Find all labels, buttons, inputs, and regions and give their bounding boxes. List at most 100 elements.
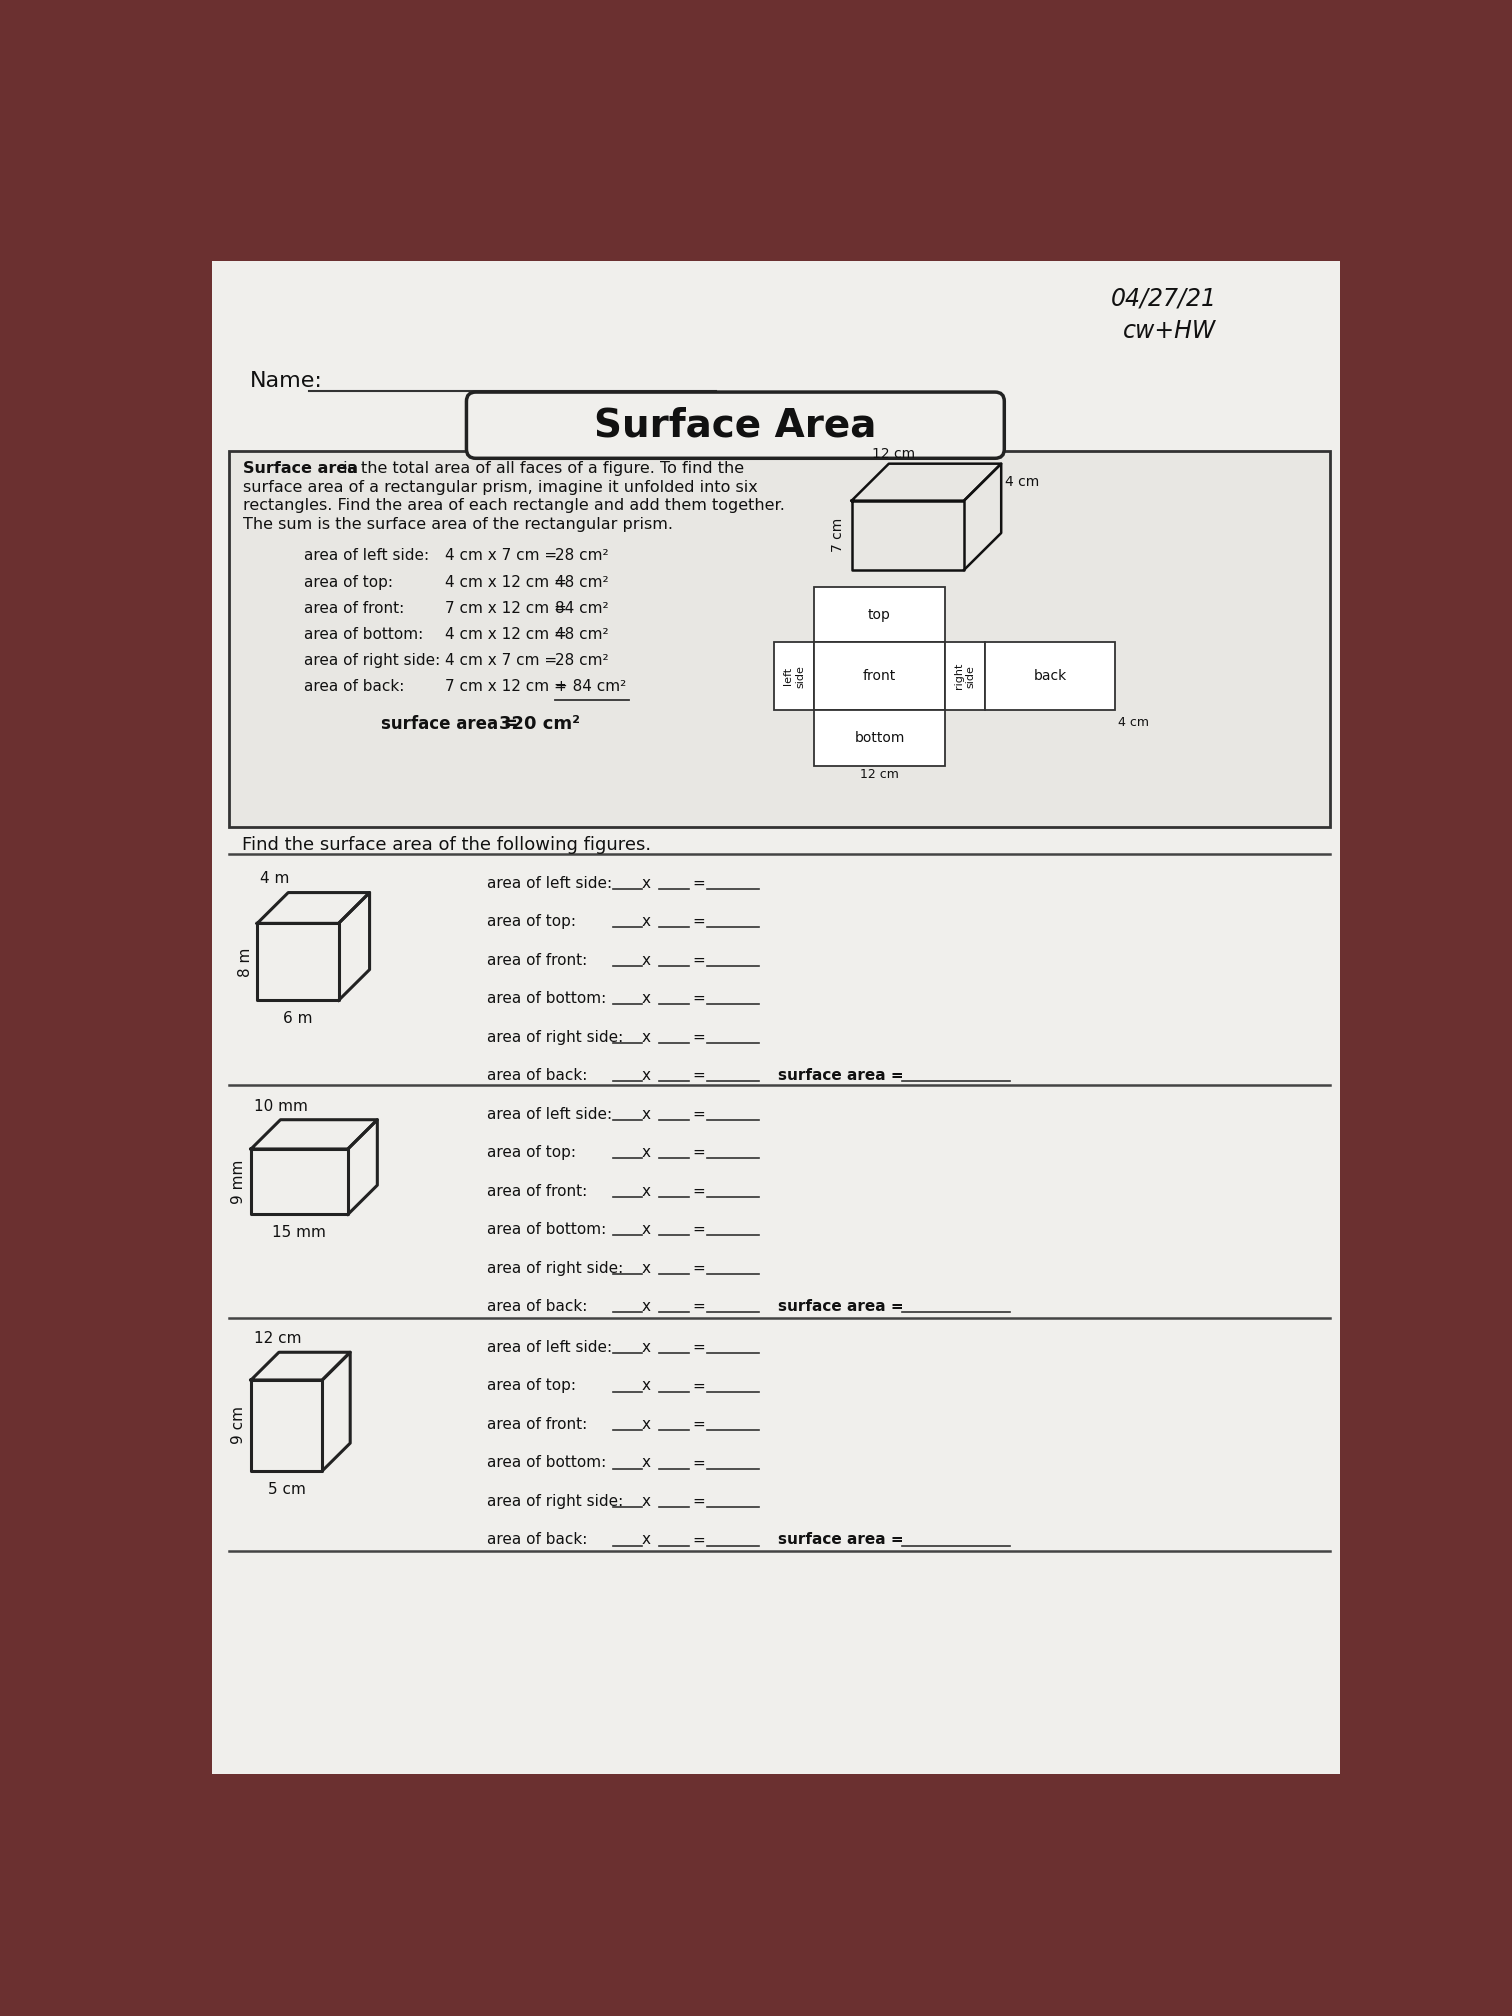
Text: is the total area of all faces of a figure. To find the: is the total area of all faces of a figu… — [337, 462, 744, 476]
Text: 7 cm x 12 cm =: 7 cm x 12 cm = — [445, 679, 567, 694]
Text: 6 m: 6 m — [283, 1012, 313, 1026]
Text: x: x — [641, 875, 650, 891]
Text: area of front:: area of front: — [487, 954, 588, 968]
Text: 4 m: 4 m — [260, 871, 290, 887]
Text: 7 cm: 7 cm — [832, 518, 845, 552]
Text: area of right side:: area of right side: — [487, 1494, 623, 1508]
Text: area of left side:: area of left side: — [487, 1107, 612, 1121]
Text: area of front:: area of front: — [487, 1417, 588, 1431]
Text: Surface Area: Surface Area — [594, 407, 877, 446]
Text: 84 cm²: 84 cm² — [555, 601, 608, 615]
Text: area of left side:: area of left side: — [487, 875, 612, 891]
Text: =: = — [692, 992, 706, 1006]
Text: =: = — [692, 1030, 706, 1044]
Text: + 84 cm²: + 84 cm² — [555, 679, 626, 694]
Text: =: = — [692, 875, 706, 891]
Text: area of front:: area of front: — [487, 1183, 588, 1200]
FancyBboxPatch shape — [212, 262, 1340, 1774]
Text: =: = — [692, 1260, 706, 1276]
Text: 4 cm x 7 cm =: 4 cm x 7 cm = — [445, 653, 556, 667]
Text: x: x — [641, 1379, 650, 1393]
Text: 12 cm: 12 cm — [254, 1331, 301, 1347]
Text: 4 cm: 4 cm — [1005, 476, 1039, 490]
Text: area of bottom:: area of bottom: — [487, 1456, 606, 1470]
Text: area of left side:: area of left side: — [304, 548, 429, 562]
Text: surface area =: surface area = — [779, 1068, 904, 1083]
Text: Surface area: Surface area — [243, 462, 358, 476]
Text: area of right side:: area of right side: — [487, 1260, 623, 1276]
Text: =: = — [692, 1298, 706, 1314]
Text: surface area =: surface area = — [381, 716, 519, 732]
Text: area of top:: area of top: — [304, 575, 393, 589]
Text: x: x — [641, 1456, 650, 1470]
Bar — [815, 587, 945, 643]
Text: area of back:: area of back: — [304, 679, 404, 694]
Text: right
side: right side — [954, 663, 975, 689]
Text: area of bottom:: area of bottom: — [304, 627, 423, 641]
Text: =: = — [692, 1379, 706, 1393]
Text: area of top:: area of top: — [487, 1145, 576, 1159]
Text: area of back:: area of back: — [487, 1068, 588, 1083]
Text: x: x — [641, 1298, 650, 1314]
Text: back: back — [1033, 669, 1066, 683]
Text: x: x — [641, 1532, 650, 1548]
Text: rectangles. Find the area of each rectangle and add them together.: rectangles. Find the area of each rectan… — [243, 498, 785, 514]
Text: bottom: bottom — [854, 732, 904, 744]
Text: =: = — [692, 913, 706, 929]
Text: 15 mm: 15 mm — [272, 1226, 327, 1240]
Text: x: x — [641, 1417, 650, 1431]
Text: area of left side:: area of left side: — [487, 1341, 612, 1355]
Text: =: = — [692, 1107, 706, 1121]
Text: 9 cm: 9 cm — [231, 1407, 246, 1443]
Text: surface area =: surface area = — [779, 1298, 904, 1314]
Bar — [945, 643, 984, 710]
Text: =: = — [692, 1183, 706, 1200]
Text: area of bottom:: area of bottom: — [487, 992, 606, 1006]
Text: area of front:: area of front: — [304, 601, 404, 615]
Text: =: = — [692, 1456, 706, 1470]
Text: Find the surface area of the following figures.: Find the surface area of the following f… — [242, 837, 650, 855]
Text: cw+HW: cw+HW — [1123, 319, 1216, 343]
Text: area of back:: area of back: — [487, 1298, 588, 1314]
Text: =: = — [692, 1222, 706, 1238]
Text: 12 cm: 12 cm — [872, 448, 915, 460]
Text: =: = — [692, 1532, 706, 1548]
FancyBboxPatch shape — [466, 391, 1004, 458]
Text: 28 cm²: 28 cm² — [555, 548, 608, 562]
Text: =: = — [692, 954, 706, 968]
Text: x: x — [641, 992, 650, 1006]
Text: 4 cm: 4 cm — [1119, 716, 1149, 730]
Text: 48 cm²: 48 cm² — [555, 627, 608, 641]
Text: 10 mm: 10 mm — [254, 1099, 308, 1113]
Text: area of top:: area of top: — [487, 913, 576, 929]
Text: =: = — [692, 1145, 706, 1159]
Text: top: top — [868, 607, 891, 621]
Text: surface area of a rectangular prism, imagine it unfolded into six: surface area of a rectangular prism, ima… — [243, 480, 758, 494]
Text: =: = — [692, 1417, 706, 1431]
Text: x: x — [641, 1494, 650, 1508]
Text: area of bottom:: area of bottom: — [487, 1222, 606, 1238]
Text: x: x — [641, 913, 650, 929]
Text: The sum is the surface area of the rectangular prism.: The sum is the surface area of the recta… — [243, 516, 673, 532]
Text: 4 cm x 12 cm =: 4 cm x 12 cm = — [445, 627, 567, 641]
Text: 9 mm: 9 mm — [231, 1159, 246, 1204]
Text: 7 cm x 12 cm =: 7 cm x 12 cm = — [445, 601, 567, 615]
Text: =: = — [692, 1068, 706, 1083]
Text: 4 cm x 12 cm =: 4 cm x 12 cm = — [445, 575, 567, 589]
Text: area of back:: area of back: — [487, 1532, 588, 1548]
Bar — [815, 710, 945, 766]
Text: 48 cm²: 48 cm² — [555, 575, 608, 589]
Bar — [230, 452, 1329, 827]
Text: 12 cm: 12 cm — [860, 768, 900, 780]
Text: x: x — [641, 1183, 650, 1200]
Text: x: x — [641, 1260, 650, 1276]
Text: 320 cm²: 320 cm² — [499, 716, 581, 732]
Text: area of right side:: area of right side: — [304, 653, 440, 667]
Text: x: x — [641, 1068, 650, 1083]
Text: =: = — [692, 1341, 706, 1355]
Text: surface area =: surface area = — [779, 1532, 904, 1548]
Text: 04/27/21: 04/27/21 — [1111, 286, 1217, 310]
Bar — [815, 643, 945, 710]
Text: x: x — [641, 1107, 650, 1121]
Text: left
side: left side — [783, 665, 804, 687]
